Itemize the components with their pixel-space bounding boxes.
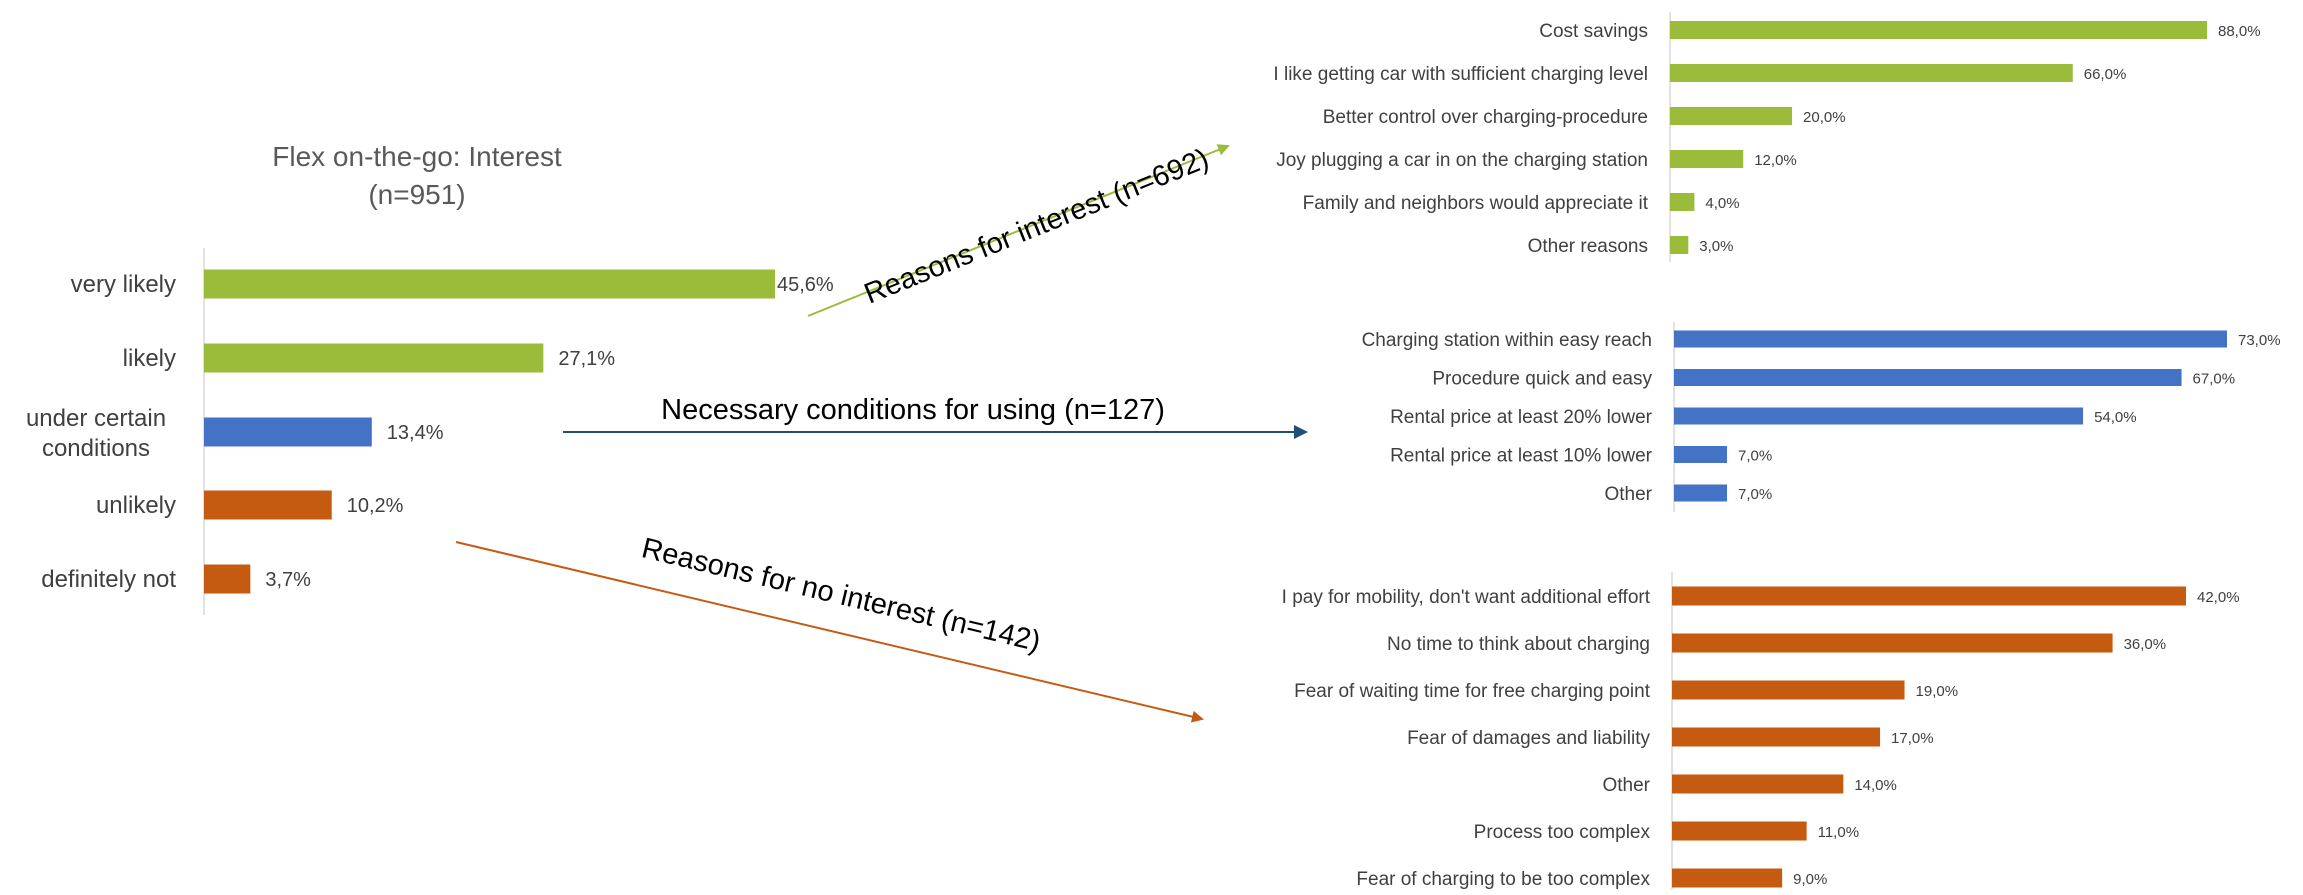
- category-label: No time to think about charging: [1387, 634, 1650, 655]
- arrows: Reasons for interest (n=692) Necessary c…: [455, 143, 1308, 723]
- value-label: 36,0%: [2124, 636, 2167, 653]
- category-label: Fear of waiting time for free charging p…: [1294, 681, 1651, 702]
- bar-under-certain-conditions: [204, 417, 372, 447]
- bar-very-likely: [204, 269, 775, 299]
- main-chart-title-line2: (n=951): [368, 179, 465, 210]
- bar-better-control-over-charging-procedure: [1670, 107, 1793, 125]
- category-label: Fear of charging to be too complex: [1356, 869, 1650, 890]
- value-label: 54,0%: [2094, 409, 2137, 426]
- value-label: 67,0%: [2193, 371, 2236, 388]
- value-label: 13,4%: [387, 422, 444, 444]
- bar-other: [1672, 774, 1844, 794]
- bar-i-pay-for-mobility-don-t-want-additional-effort: [1672, 586, 2186, 606]
- bar-definitely-not: [204, 564, 251, 594]
- value-label: 12,0%: [1754, 152, 1797, 169]
- value-label: 3,0%: [1699, 238, 1733, 255]
- value-label: 11,0%: [1818, 824, 1859, 841]
- value-label: 17,0%: [1891, 730, 1934, 747]
- category-label: Joy plugging a car in on the charging st…: [1276, 150, 1648, 171]
- bar-family-and-neighbors-would-appreciate-it: [1670, 193, 1695, 211]
- value-label: 73,0%: [2238, 332, 2281, 349]
- category-label: I pay for mobility, don't want additiona…: [1282, 587, 1651, 608]
- arrow-interest-label: Reasons for interest (n=692): [860, 143, 1214, 311]
- value-label: 10,2%: [347, 495, 404, 517]
- value-label: 7,0%: [1738, 448, 1772, 465]
- value-label: 9,0%: [1793, 871, 1827, 888]
- category-label: likely: [123, 345, 176, 372]
- bar-joy-plugging-a-car-in-on-the-charging-station: [1670, 150, 1744, 168]
- category-label: Rental price at least 10% lower: [1390, 446, 1653, 467]
- category-label: Process too complex: [1474, 822, 1651, 843]
- reasons-no-interest-chart: I pay for mobility, don't want additiona…: [1282, 572, 2240, 890]
- category-label: Rental price at least 20% lower: [1390, 407, 1653, 428]
- bar-cost-savings: [1670, 21, 2207, 39]
- category-label: Charging station within easy reach: [1362, 330, 1652, 351]
- main-chart-title-line1: Flex on-the-go: Interest: [272, 141, 562, 172]
- arrow-interest: [807, 144, 1230, 317]
- category-label: very likely: [71, 271, 176, 298]
- category-label: under certain conditions: [26, 405, 166, 462]
- bar-likely: [204, 343, 544, 373]
- category-label: Fear of damages and liability: [1407, 728, 1650, 749]
- category-label: Cost savings: [1539, 21, 1648, 42]
- value-label: 27,1%: [558, 348, 615, 370]
- category-label: unlikely: [96, 492, 176, 519]
- value-label: 20,0%: [1803, 109, 1846, 126]
- category-label: definitely not: [41, 566, 176, 593]
- value-label: 7,0%: [1738, 486, 1772, 503]
- bar-rental-price-at-least-10-lower: [1674, 446, 1728, 463]
- value-label: 45,6%: [777, 274, 834, 296]
- arrow-no-interest-label: Reasons for no interest (n=142): [639, 532, 1044, 658]
- bar-charging-station-within-easy-reach: [1674, 330, 2227, 348]
- category-label: Other: [1604, 484, 1652, 505]
- value-label: 4,0%: [1705, 195, 1739, 212]
- bar-no-time-to-think-about-charging: [1672, 633, 2113, 653]
- bar-other: [1674, 484, 1728, 502]
- category-label: Other reasons: [1528, 236, 1648, 257]
- bar-unlikely: [204, 490, 332, 520]
- bar-i-like-getting-car-with-sufficient-charging-level: [1670, 64, 2073, 82]
- category-label: Family and neighbors would appreciate it: [1303, 193, 1649, 214]
- bar-procedure-quick-and-easy: [1674, 369, 2182, 386]
- value-label: 3,7%: [265, 569, 311, 591]
- interest-chart: Flex on-the-go: Interest (n=951) very li…: [26, 141, 834, 615]
- bar-rental-price-at-least-20-lower: [1674, 407, 2084, 425]
- bar-fear-of-charging-to-be-too-complex: [1672, 868, 1783, 888]
- value-label: 42,0%: [2197, 589, 2240, 606]
- category-label: I like getting car with sufficient charg…: [1273, 64, 1648, 85]
- arrow-conditions-label: Necessary conditions for using (n=127): [661, 394, 1165, 426]
- bar-fear-of-damages-and-liability: [1672, 727, 1881, 747]
- arrow-no-interest: [455, 541, 1204, 723]
- bar-other-reasons: [1670, 236, 1689, 254]
- value-label: 66,0%: [2084, 66, 2127, 83]
- necessary-conditions-chart: Charging station within easy reach 73,0% P…: [1362, 322, 2281, 512]
- category-label: Better control over charging-procedure: [1323, 107, 1648, 128]
- category-label: Other: [1602, 775, 1650, 796]
- value-label: 19,0%: [1916, 683, 1959, 700]
- bar-fear-of-waiting-time-for-free-charging-point: [1672, 680, 1905, 700]
- value-label: 88,0%: [2218, 23, 2261, 40]
- main-chart-bars: very likely 45,6% likely 27,1% under certain…: [26, 269, 834, 594]
- reasons-interest-chart: Cost savings 88,0% I like getting car with…: [1273, 12, 2261, 262]
- bar-process-too-complex: [1672, 821, 1807, 841]
- category-label: Procedure quick and easy: [1432, 369, 1652, 390]
- value-label: 14,0%: [1854, 777, 1897, 794]
